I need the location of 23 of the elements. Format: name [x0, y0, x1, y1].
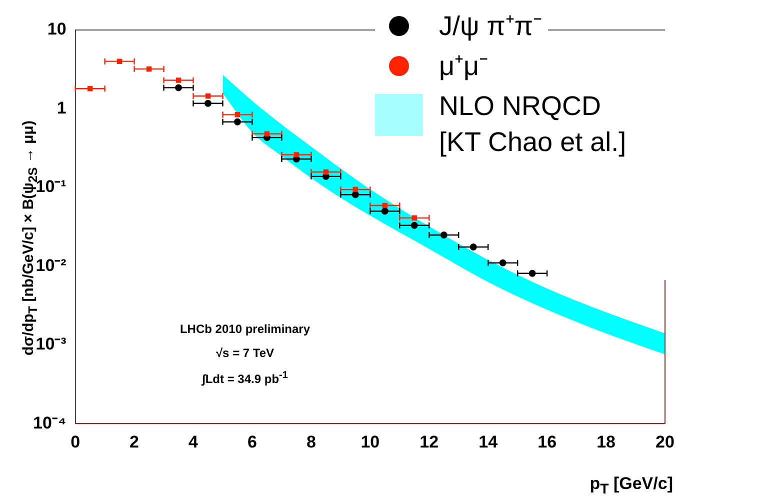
x-tick-label: 0 — [70, 432, 80, 452]
annotation: ∫Ldt = 34.9 pb$^{-1}$ — [200, 370, 289, 386]
legend-label: μ⁺μ⁻ — [439, 50, 488, 83]
x-tick-label: 8 — [306, 432, 316, 452]
y-tick-label: 10⁻² — [36, 256, 67, 275]
annotation: LHCb 2010 preliminary — [178, 322, 312, 336]
x-tick-label: 2 — [130, 432, 140, 452]
x-axis-title: p$_{T}$ [GeV/c] — [590, 474, 673, 498]
x-tick-label: 18 — [596, 432, 616, 452]
y-tick-label: 10⁻⁴ — [32, 413, 66, 432]
y-tick-label: 10 — [47, 20, 66, 39]
x-tick-label: 16 — [538, 432, 557, 452]
x-tick-label: 14 — [478, 432, 498, 452]
x-tick-label: 20 — [656, 432, 674, 452]
x-tick-label: 12 — [420, 432, 439, 452]
x-tick-label: 6 — [247, 432, 257, 452]
annotation: √s = 7 TeV — [214, 346, 276, 360]
y-tick-label: 10⁻¹ — [36, 177, 67, 196]
y-tick-label: 1 — [56, 98, 66, 118]
x-tick-label: 10 — [360, 432, 380, 452]
x-tick-label: 4 — [188, 432, 199, 452]
legend-label: NLO NRQCD [KT Chao et al.] — [439, 90, 628, 159]
legend-label: J/ψ π⁺π⁻ — [439, 10, 542, 43]
